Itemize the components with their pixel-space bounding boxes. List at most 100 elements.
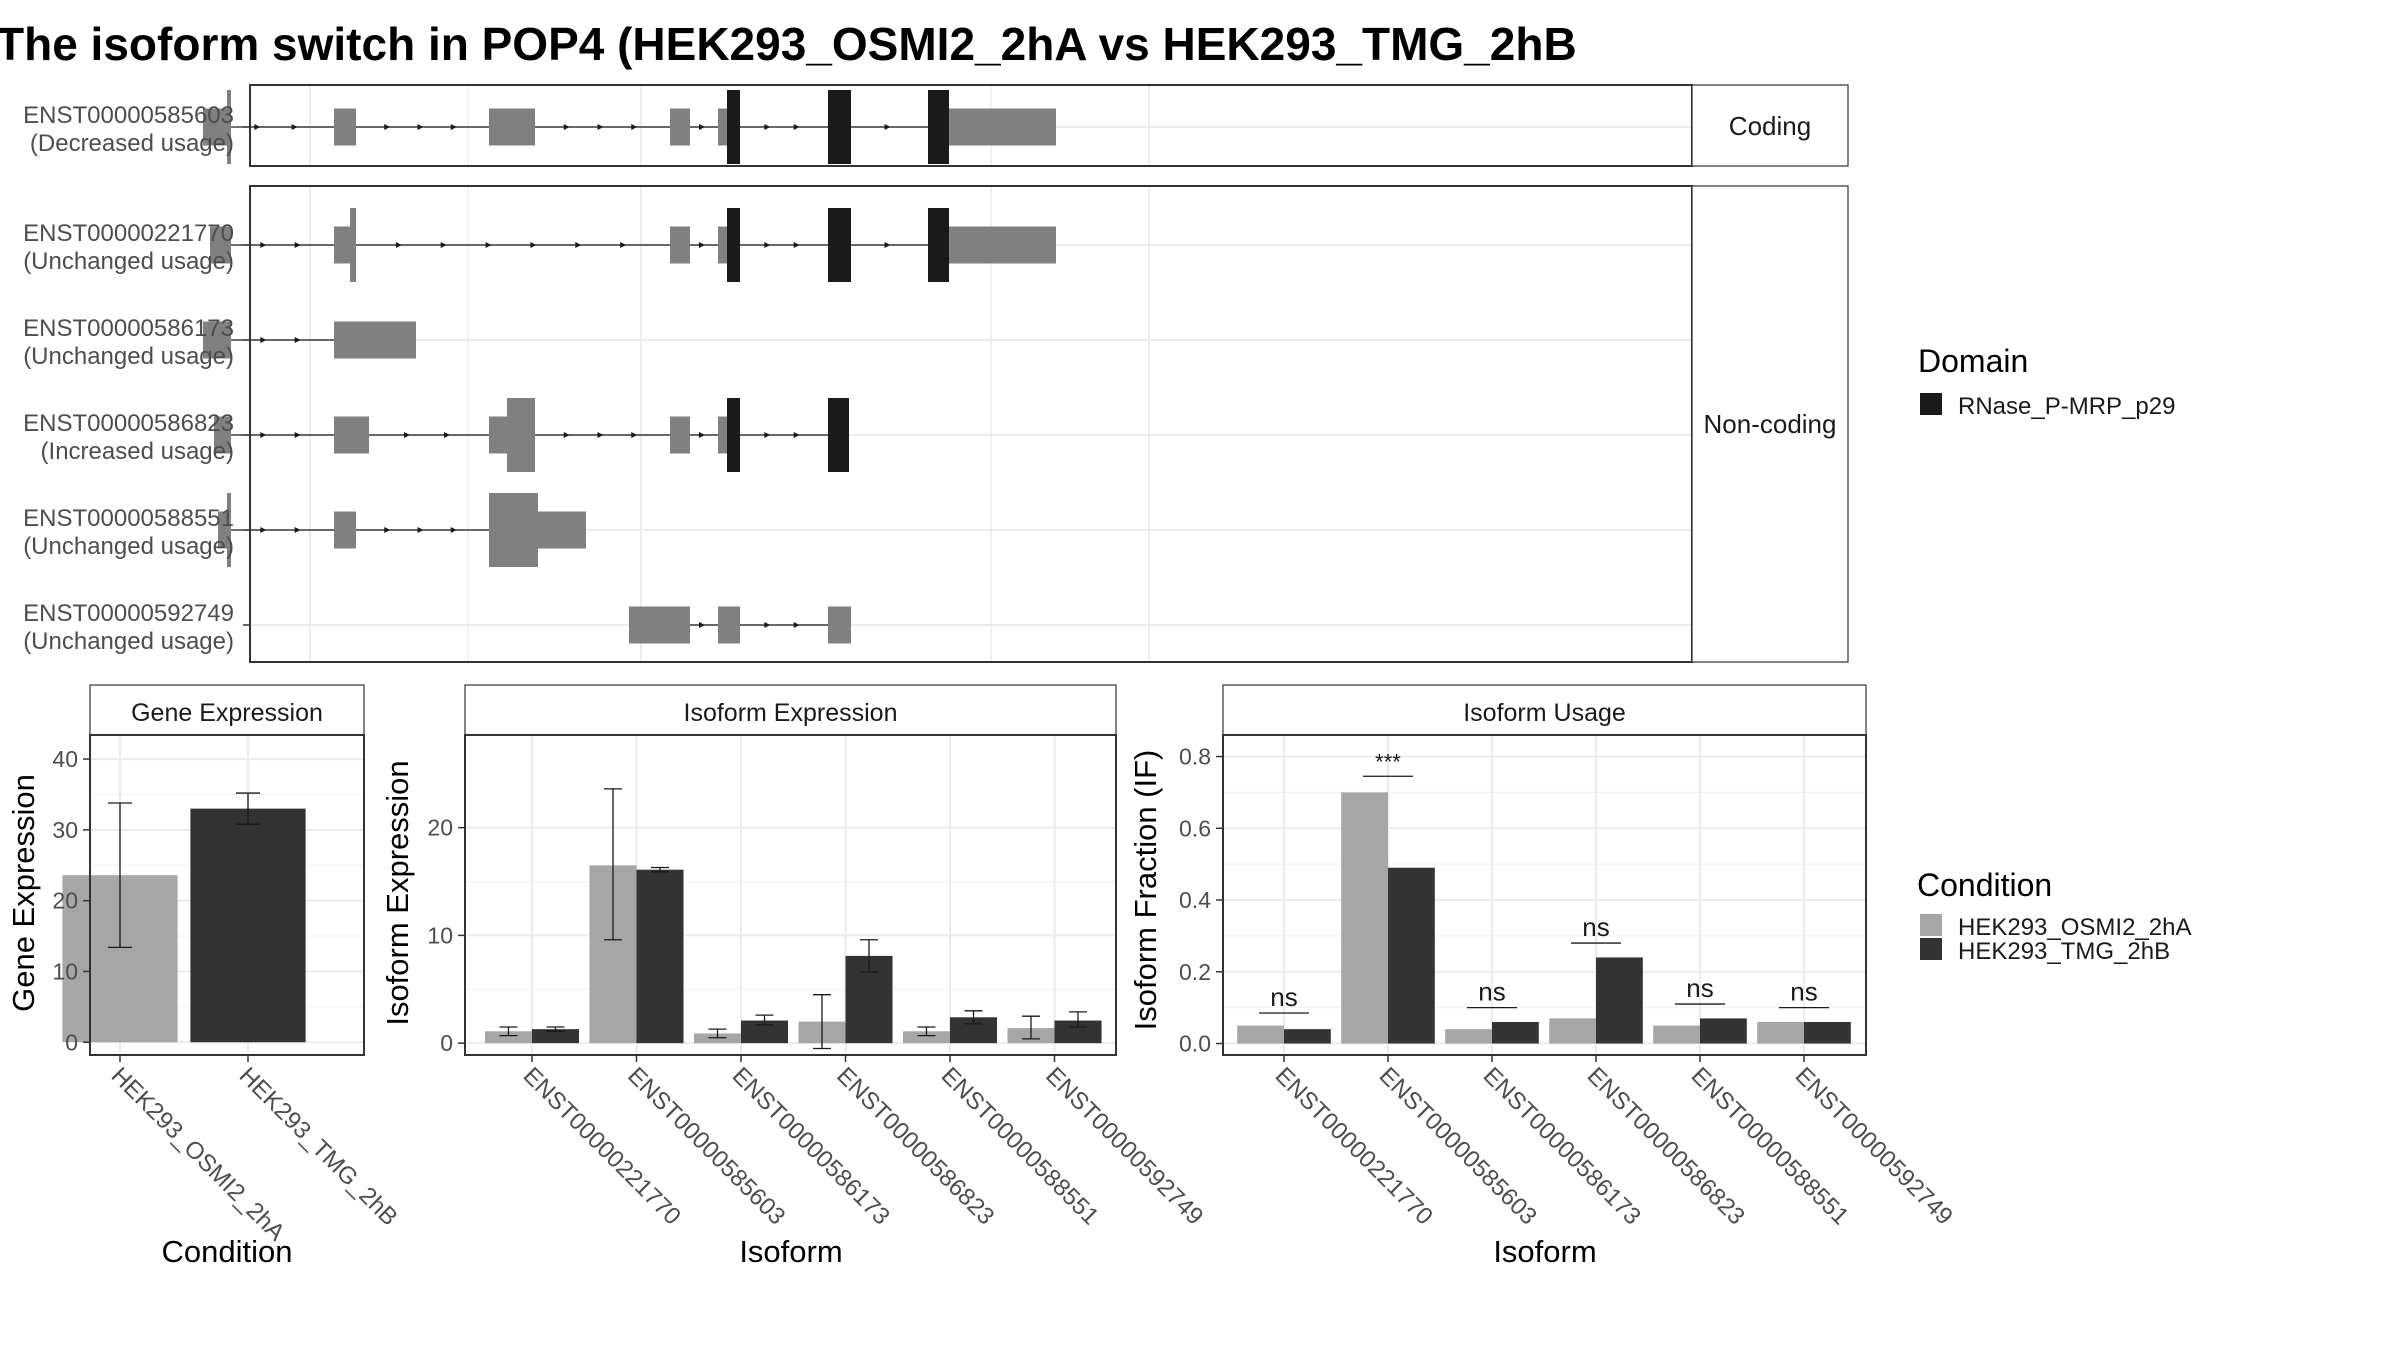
transcript-usage-label: (Unchanged usage) xyxy=(23,533,234,560)
intron-arrow xyxy=(699,242,705,248)
transcript-usage-label: (Unchanged usage) xyxy=(23,628,234,655)
intron-arrow xyxy=(793,432,800,438)
x-axis-title: Isoform xyxy=(1493,1234,1596,1269)
domain-exon xyxy=(828,90,851,164)
utr-exon xyxy=(670,108,690,146)
utr-exon xyxy=(218,511,227,549)
bar-ENST00000586173-HEK293_TMG_2hB xyxy=(741,1020,789,1044)
intron-arrow xyxy=(764,432,771,438)
figure-title: The isoform switch in POP4 (HEK293_OSMI2… xyxy=(0,18,1577,70)
transcript-ENST00000585603 xyxy=(203,90,1056,164)
intron-arrow xyxy=(563,124,570,130)
intron-arrow xyxy=(793,124,800,130)
intron-arrow xyxy=(575,242,582,248)
intron-arrow xyxy=(260,337,267,343)
y-tick-label: 0.2 xyxy=(1179,959,1211,985)
intron-arrow xyxy=(417,527,424,533)
transcript-id-label: ENST00000586823 xyxy=(23,410,234,437)
transcript-ENST00000588551 xyxy=(218,493,586,567)
transcript-usage-label: (Decreased usage) xyxy=(30,130,234,157)
utr-exon xyxy=(489,108,535,146)
panel-title: Isoform Expression xyxy=(684,699,898,727)
utr-exon xyxy=(670,416,690,454)
utr-exon xyxy=(718,108,727,146)
intron-arrow xyxy=(417,124,424,130)
intron-arrow xyxy=(440,242,447,248)
condition-legend-label-1: HEK293_OSMI2_2hA xyxy=(1958,914,2191,941)
condition-legend-label-2: HEK293_TMG_2hB xyxy=(1958,938,2170,965)
domain-legend-key xyxy=(1920,393,1942,415)
bar-panel-2: Isoform Expression01020ENST00000221770EN… xyxy=(380,684,1208,1269)
coding-exon xyxy=(489,493,538,567)
utr-exon xyxy=(210,226,231,264)
utr-exon xyxy=(718,226,727,264)
x-axis-title: Condition xyxy=(162,1234,293,1269)
intron-arrow xyxy=(294,242,301,248)
utr-exon xyxy=(334,416,369,454)
intron-arrow xyxy=(764,622,771,628)
intron-arrow xyxy=(764,242,771,248)
domain-exon xyxy=(828,208,851,282)
panel-title: Gene Expression xyxy=(131,699,323,727)
domain-exon xyxy=(727,398,740,472)
panel-border xyxy=(464,734,1117,1056)
intron-arrow xyxy=(764,124,771,130)
intron-arrow xyxy=(384,527,391,533)
significance-label: ns xyxy=(1790,977,1817,1007)
domain-exon xyxy=(727,208,740,282)
domain-exon xyxy=(727,90,740,164)
intron-arrow xyxy=(260,432,267,438)
bar-panel-3: Isoform Usage ns *** ns ns ns ns 0.0 0.2 0.4 0.6 0.… xyxy=(1128,684,1958,1269)
intron-arrow xyxy=(260,242,267,248)
utr-exon xyxy=(538,511,586,549)
y-tick-label: 40 xyxy=(52,746,78,772)
transcript-id-label: ENST00000221770 xyxy=(23,220,234,247)
y-axis-title: Isoform Fraction (IF) xyxy=(1128,750,1163,1031)
transcript-ENST00000592749 xyxy=(629,606,851,644)
y-axis-title: Isoform Expression xyxy=(380,760,415,1025)
domain-exon xyxy=(928,90,949,164)
intron-arrow xyxy=(395,242,402,248)
y-tick-label: 0.0 xyxy=(1179,1031,1211,1057)
bar-ENST00000592749-HEK293_TMG_2hB xyxy=(1054,1020,1102,1044)
bar-ENST00000586823-HEK293_TMG_2hB xyxy=(1596,957,1643,1044)
utr-exon xyxy=(203,321,231,359)
facet-strip xyxy=(1222,684,1867,736)
y-tick-label: 20 xyxy=(52,888,78,914)
y-tick-label: 0 xyxy=(440,1030,453,1056)
domain-legend-title: Domain xyxy=(1918,343,2028,379)
utr-exon xyxy=(718,416,727,454)
intron-arrow xyxy=(620,242,627,248)
bar-ENST00000221770-HEK293_OSMI2_2hA xyxy=(484,1031,532,1044)
significance-label: ns xyxy=(1478,977,1505,1007)
facet-strip-noncoding xyxy=(1691,185,1849,663)
panel-title: Isoform Usage xyxy=(1463,699,1626,727)
y-tick-label: 0 xyxy=(65,1029,78,1055)
intron-arrow xyxy=(294,527,301,533)
bar-ENST00000586823-HEK293_OSMI2_2hA xyxy=(1549,1018,1596,1044)
y-tick-label: 0.8 xyxy=(1179,744,1211,770)
domain-legend: Domain RNase_P-MRP_p29 xyxy=(1918,343,2175,420)
intron-arrow xyxy=(450,124,457,130)
bar-ENST00000586173-HEK293_TMG_2hB xyxy=(1492,1021,1539,1044)
bar-ENST00000586173-HEK293_OSMI2_2hA xyxy=(1445,1029,1492,1044)
utr-exon xyxy=(718,606,740,644)
intron-arrow xyxy=(793,622,800,628)
utr-exon xyxy=(334,108,356,146)
domain-exon xyxy=(928,208,949,282)
intron-arrow xyxy=(563,432,570,438)
intron-arrow xyxy=(254,124,261,130)
intron-arrow xyxy=(793,242,800,248)
coding-exon xyxy=(227,493,231,567)
utr-exon xyxy=(214,416,231,454)
utr-exon xyxy=(203,108,230,146)
bar-ENST00000221770-HEK293_TMG_2hB xyxy=(1284,1029,1331,1044)
intron-arrow xyxy=(260,527,267,533)
coding-exon xyxy=(350,208,356,282)
bar-ENST00000221770-HEK293_TMG_2hB xyxy=(532,1029,580,1044)
y-tick-label: 0.4 xyxy=(1179,887,1211,913)
intron-arrow xyxy=(384,124,391,130)
intron-arrow xyxy=(404,432,410,438)
bar-ENST00000592749-HEK293_OSMI2_2hA xyxy=(1757,1021,1804,1044)
